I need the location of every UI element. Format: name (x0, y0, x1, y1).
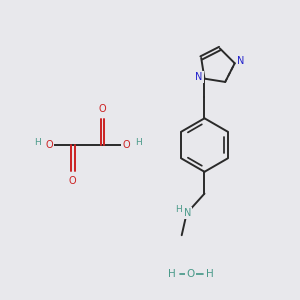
Text: N: N (195, 72, 203, 82)
Text: H: H (135, 138, 142, 147)
Text: H: H (168, 269, 176, 279)
Text: O: O (99, 104, 106, 114)
Text: O: O (122, 140, 130, 150)
Text: O: O (187, 269, 195, 279)
Text: H: H (34, 138, 40, 147)
Text: N: N (184, 208, 191, 218)
Text: H: H (176, 205, 182, 214)
Text: H: H (206, 269, 213, 279)
Text: O: O (45, 140, 53, 150)
Text: O: O (69, 176, 76, 186)
Text: N: N (237, 56, 244, 66)
